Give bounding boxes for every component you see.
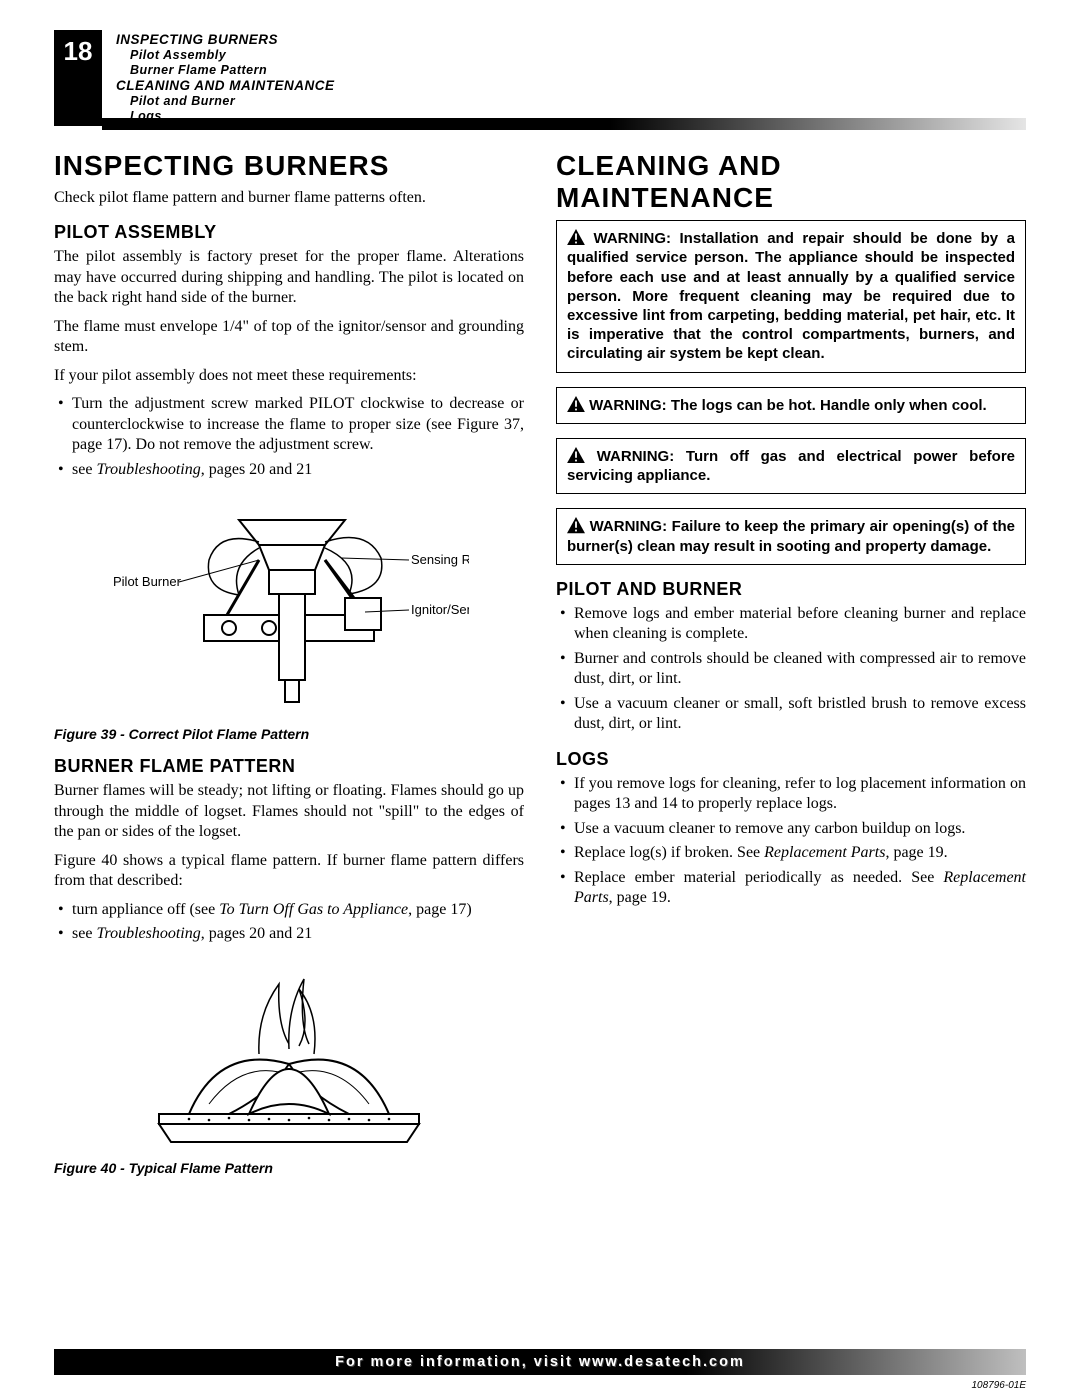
warning-icon (567, 517, 585, 533)
warning-text: WARNING: The logs can be hot. Handle onl… (589, 397, 987, 414)
list-item: Use a vacuum cleaner to remove any carbo… (556, 819, 1026, 839)
text: see (72, 925, 96, 942)
text: MAINTENANCE (556, 182, 774, 213)
page-number: 18 (54, 36, 102, 67)
warning-box: WARNING: Installation and repair should … (556, 220, 1026, 373)
list-item: Remove logs and ember material before cl… (556, 604, 1026, 645)
right-column: CLEANING AND MAINTENANCE WARNING: Instal… (556, 150, 1026, 1186)
body-text: The pilot assembly is factory preset for… (54, 247, 524, 308)
list-item: turn appliance off (see To Turn Off Gas … (54, 900, 524, 920)
warning-icon (567, 229, 585, 245)
header-toc: INSPECTING BURNERS Pilot Assembly Burner… (116, 32, 335, 124)
text-italic: Replacement Parts (764, 844, 885, 861)
figure-caption: Figure 39 - Correct Pilot Flame Pattern (54, 726, 524, 742)
page-header: 18 INSPECTING BURNERS Pilot Assembly Bur… (54, 30, 1026, 130)
text: , page 19. (609, 889, 671, 906)
figure-40 (54, 954, 524, 1154)
text: see (72, 461, 96, 478)
text: Replace log(s) if broken. See (574, 844, 764, 861)
subsection-heading: BURNER FLAME PATTERN (54, 756, 524, 777)
list-item: see Troubleshooting, pages 20 and 21 (54, 460, 524, 480)
text: turn appliance off (see (72, 901, 219, 918)
footer-text: For more information, visit www.desatech… (335, 1354, 745, 1370)
bullet-list: turn appliance off (see To Turn Off Gas … (54, 900, 524, 945)
subsection-heading: PILOT AND BURNER (556, 579, 1026, 600)
fig-label: Pilot Burner (113, 574, 182, 589)
list-item: Turn the adjustment screw marked PILOT c… (54, 394, 524, 455)
bullet-list: Remove logs and ember material before cl… (556, 604, 1026, 735)
body-text: Burner flames will be steady; not liftin… (54, 781, 524, 842)
fig-label: Sensing Rod (411, 552, 469, 567)
body-text: The flame must envelope 1/4" of top of t… (54, 317, 524, 358)
header-line: Burner Flame Pattern (116, 63, 335, 78)
subsection-heading: LOGS (556, 749, 1026, 770)
left-column: INSPECTING BURNERS Check pilot flame pat… (54, 150, 524, 1186)
list-item: see Troubleshooting, pages 20 and 21 (54, 924, 524, 944)
document-id: 108796-01E (972, 1380, 1027, 1391)
text: CLEANING AND (556, 150, 782, 181)
text: , page 17) (408, 901, 472, 918)
text: Replace ember material periodically as n… (574, 869, 943, 886)
text: , pages 20 and 21 (201, 925, 313, 942)
section-heading: CLEANING AND MAINTENANCE (556, 150, 1026, 214)
section-heading: INSPECTING BURNERS (54, 150, 524, 182)
body-text: If your pilot assembly does not meet the… (54, 366, 524, 386)
warning-text: WARNING: Failure to keep the primary air… (567, 519, 1015, 555)
text-italic: To Turn Off Gas to Appliance (219, 901, 408, 918)
footer-band: For more information, visit www.desatech… (54, 1349, 1026, 1375)
list-item: Burner and controls should be cleaned wi… (556, 649, 1026, 690)
page-footer: For more information, visit www.desatech… (54, 1349, 1026, 1375)
list-item: Replace ember material periodically as n… (556, 868, 1026, 909)
list-item: If you remove logs for cleaning, refer t… (556, 774, 1026, 815)
warning-icon (567, 447, 585, 463)
warning-icon (567, 396, 585, 412)
text-italic: Troubleshooting (96, 925, 200, 942)
header-line: INSPECTING BURNERS (116, 32, 278, 47)
bullet-list: Turn the adjustment screw marked PILOT c… (54, 394, 524, 480)
figure-39: Pilot Burner Sensing Rod Ignitor/Sensor (54, 490, 524, 720)
text: , pages 20 and 21 (201, 461, 313, 478)
warning-box: WARNING: Failure to keep the primary air… (556, 508, 1026, 565)
warning-text: WARNING: Turn off gas and electrical pow… (567, 448, 1015, 484)
list-item: Use a vacuum cleaner or small, soft bris… (556, 694, 1026, 735)
figure-caption: Figure 40 - Typical Flame Pattern (54, 1160, 524, 1176)
text-italic: Troubleshooting (96, 461, 200, 478)
body-text: Check pilot flame pattern and burner fla… (54, 188, 524, 208)
header-line: Pilot Assembly (116, 48, 335, 63)
header-line: CLEANING AND MAINTENANCE (116, 78, 335, 93)
header-line: Pilot and Burner (116, 94, 335, 109)
body-text: Figure 40 shows a typical flame pattern.… (54, 851, 524, 892)
subsection-heading: PILOT ASSEMBLY (54, 222, 524, 243)
warning-box: WARNING: Turn off gas and electrical pow… (556, 438, 1026, 495)
text: , page 19. (885, 844, 947, 861)
warning-box: WARNING: The logs can be hot. Handle onl… (556, 387, 1026, 424)
header-gradient-rule (102, 118, 1026, 130)
bullet-list: If you remove logs for cleaning, refer t… (556, 774, 1026, 909)
list-item: Replace log(s) if broken. See Replacemen… (556, 843, 1026, 863)
fig-label: Ignitor/Sensor (411, 602, 469, 617)
warning-text: WARNING: Installation and repair should … (567, 230, 1015, 362)
